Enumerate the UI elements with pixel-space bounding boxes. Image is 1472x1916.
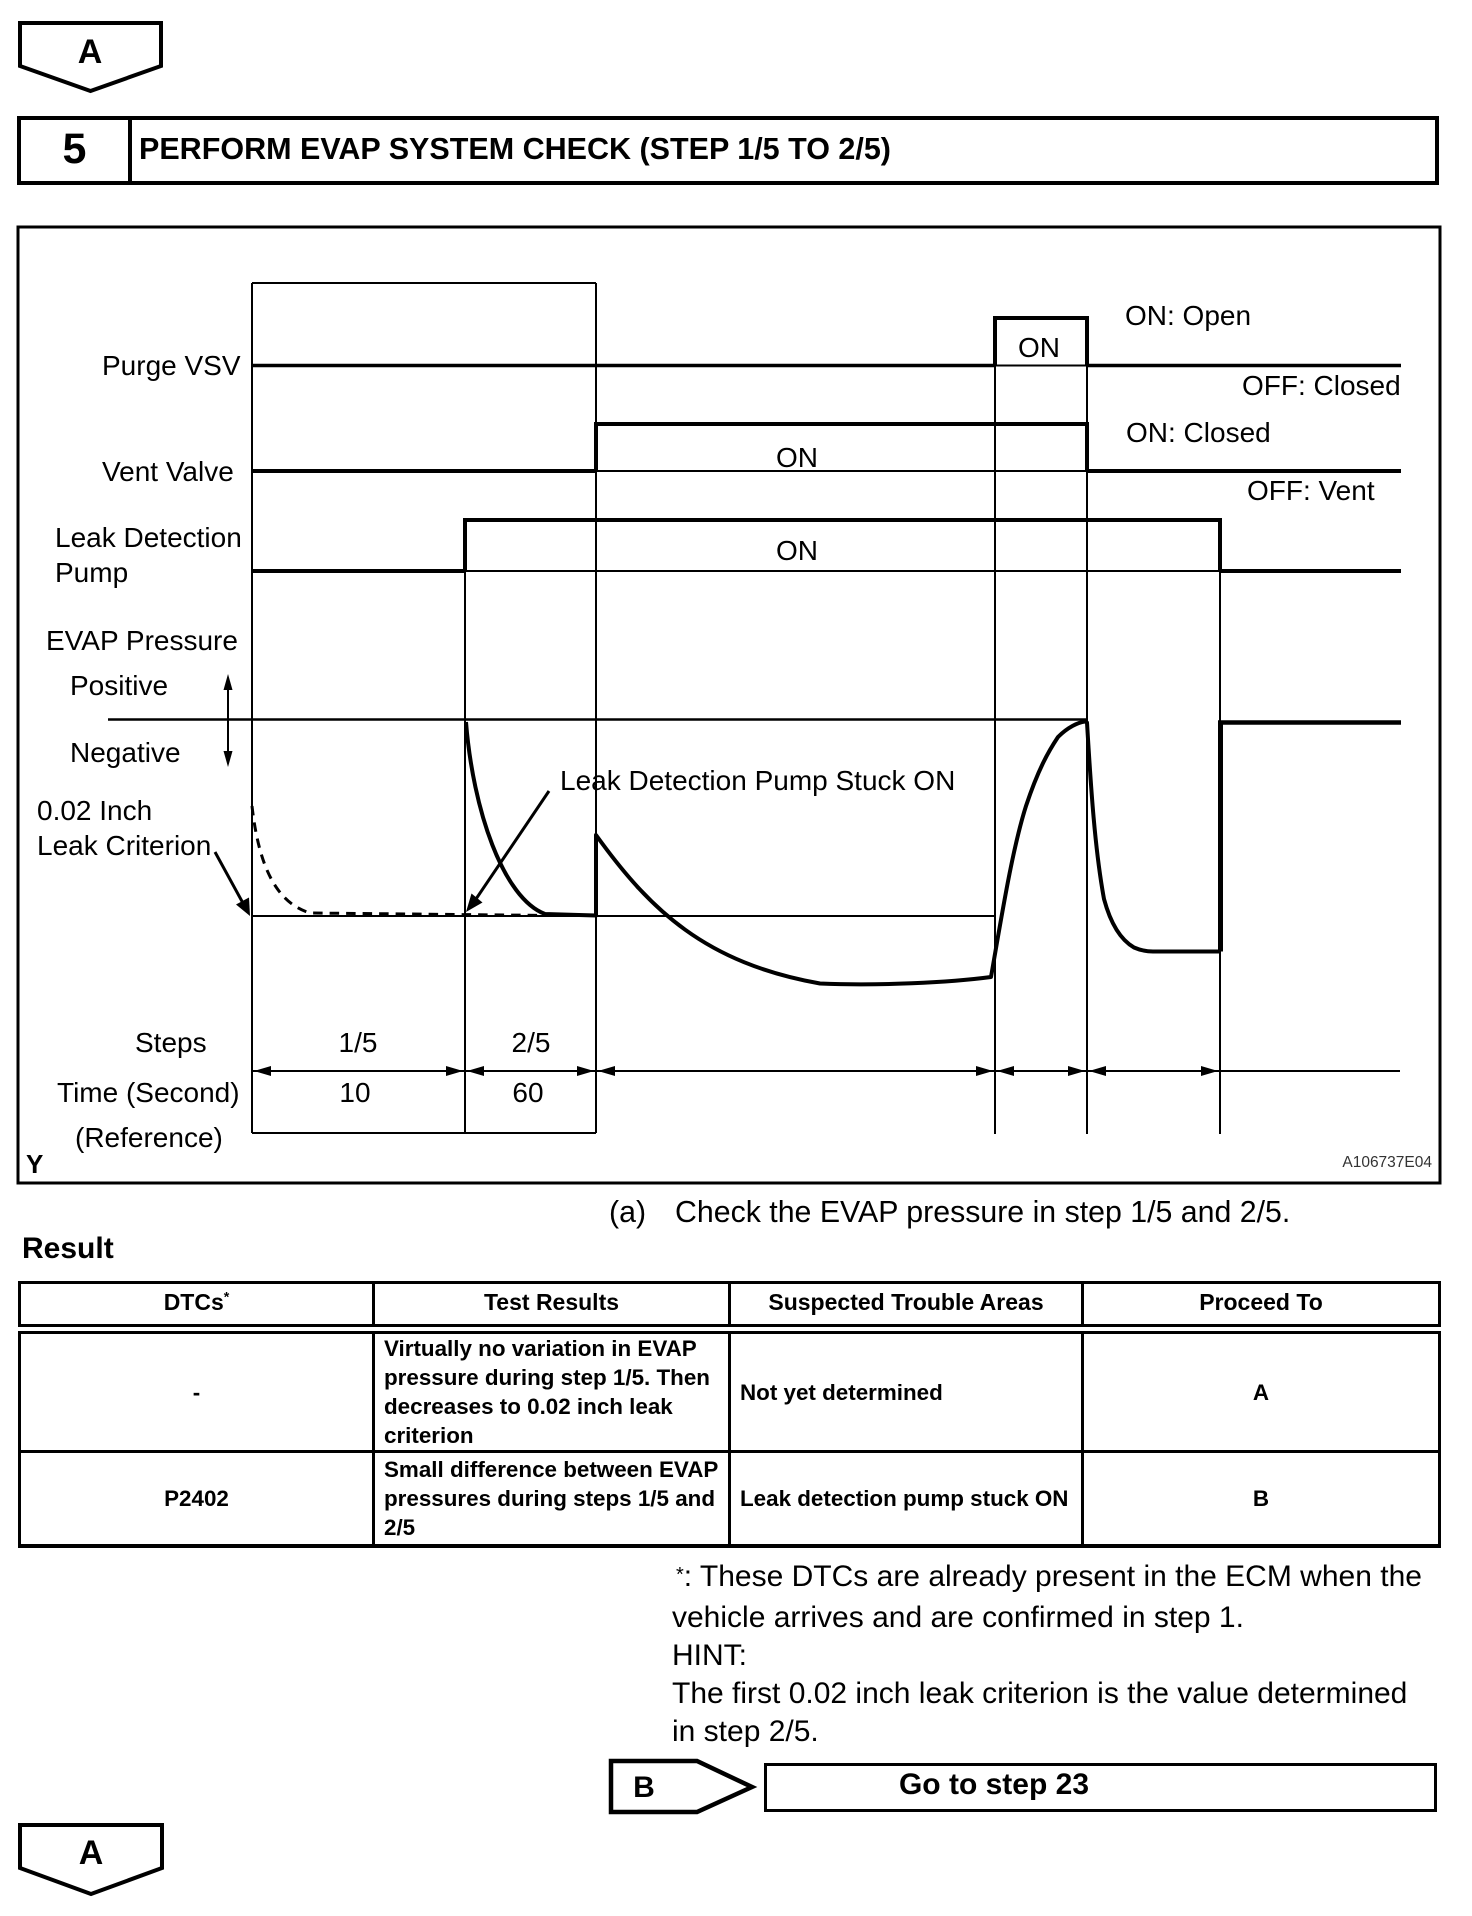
svg-text:Y: Y: [26, 1149, 43, 1179]
svg-text:A: A: [79, 1834, 104, 1872]
svg-text:1/5: 1/5: [339, 1027, 378, 1058]
svg-text:OFF: Closed: OFF: Closed: [1242, 370, 1401, 401]
svg-text:60: 60: [512, 1077, 543, 1108]
svg-text:Leak Detection: Leak Detection: [55, 522, 242, 553]
svg-text:EVAP Pressure: EVAP Pressure: [46, 625, 238, 656]
svg-text:A106737E04: A106737E04: [1342, 1154, 1432, 1171]
svg-text:ON: Open: ON: Open: [1125, 300, 1251, 331]
svg-text:Time (Second): Time (Second): [57, 1077, 240, 1108]
svg-text:A: A: [78, 33, 103, 71]
svg-text:2/5: 2/5: [512, 1027, 551, 1058]
svg-text:OFF: Vent: OFF: Vent: [1247, 475, 1375, 506]
svg-text:Vent Valve: Vent Valve: [102, 456, 234, 487]
svg-text:Negative: Negative: [70, 737, 181, 768]
svg-text:10: 10: [339, 1077, 370, 1108]
svg-text:ON: ON: [1018, 332, 1060, 363]
svg-text:Leak Criterion: Leak Criterion: [37, 830, 211, 861]
svg-text:Purge VSV: Purge VSV: [102, 350, 241, 381]
svg-text:Positive: Positive: [70, 670, 168, 701]
svg-text:ON: ON: [776, 442, 818, 473]
svg-text:B: B: [633, 1771, 655, 1804]
svg-text:(Reference): (Reference): [75, 1122, 223, 1153]
svg-text:Pump: Pump: [55, 557, 128, 588]
svg-text:ON: ON: [776, 535, 818, 566]
svg-text:0.02 Inch: 0.02 Inch: [37, 795, 152, 826]
svg-text:ON: Closed: ON: Closed: [1126, 417, 1271, 448]
svg-text:Leak Detection Pump Stuck ON: Leak Detection Pump Stuck ON: [560, 765, 955, 796]
svg-text:Steps: Steps: [135, 1027, 207, 1058]
